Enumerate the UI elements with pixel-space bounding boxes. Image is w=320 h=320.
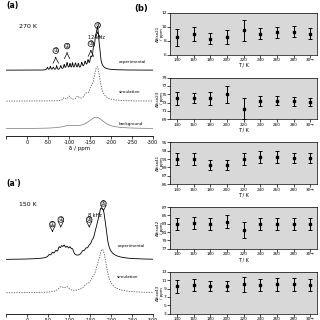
Text: (b): (b): [134, 4, 148, 13]
Y-axis label: Δδiso23
/ ppm: Δδiso23 / ppm: [156, 90, 164, 107]
Text: ④: ④: [95, 23, 100, 28]
Text: simulation: simulation: [118, 90, 140, 94]
Text: background: background: [118, 122, 143, 126]
Y-axis label: Δδiso42
/ ppm: Δδiso42 / ppm: [156, 220, 164, 236]
Text: 12 kHz: 12 kHz: [88, 35, 105, 40]
Text: ③: ③: [88, 41, 93, 46]
Text: 270 K: 270 K: [19, 24, 37, 29]
Text: 8 kHz: 8 kHz: [88, 213, 102, 218]
X-axis label: δ / ppm: δ / ppm: [69, 146, 90, 151]
Text: ②: ②: [65, 44, 69, 49]
Y-axis label: Δδiso41
/ ppm: Δδiso41 / ppm: [156, 155, 164, 171]
Text: (a'): (a'): [6, 180, 21, 188]
Text: simulation: simulation: [117, 275, 139, 279]
Text: 150 K: 150 K: [19, 202, 37, 207]
Y-axis label: Δδiso21
/ ppm: Δδiso21 / ppm: [156, 26, 164, 42]
Text: (a): (a): [6, 1, 19, 10]
X-axis label: T / K: T / K: [238, 127, 249, 132]
Text: experimental: experimental: [117, 244, 145, 248]
X-axis label: T / K: T / K: [238, 192, 249, 197]
Text: ③: ③: [87, 217, 92, 222]
Text: ①: ①: [53, 48, 58, 53]
Text: experimental: experimental: [118, 60, 146, 64]
Text: ⑤: ⑤: [101, 201, 106, 206]
Y-axis label: Δδiso43
/ ppm: Δδiso43 / ppm: [156, 284, 164, 301]
Text: ①: ①: [50, 222, 55, 227]
X-axis label: T / K: T / K: [238, 63, 249, 68]
X-axis label: T / K: T / K: [238, 257, 249, 262]
Text: ②: ②: [58, 217, 63, 222]
